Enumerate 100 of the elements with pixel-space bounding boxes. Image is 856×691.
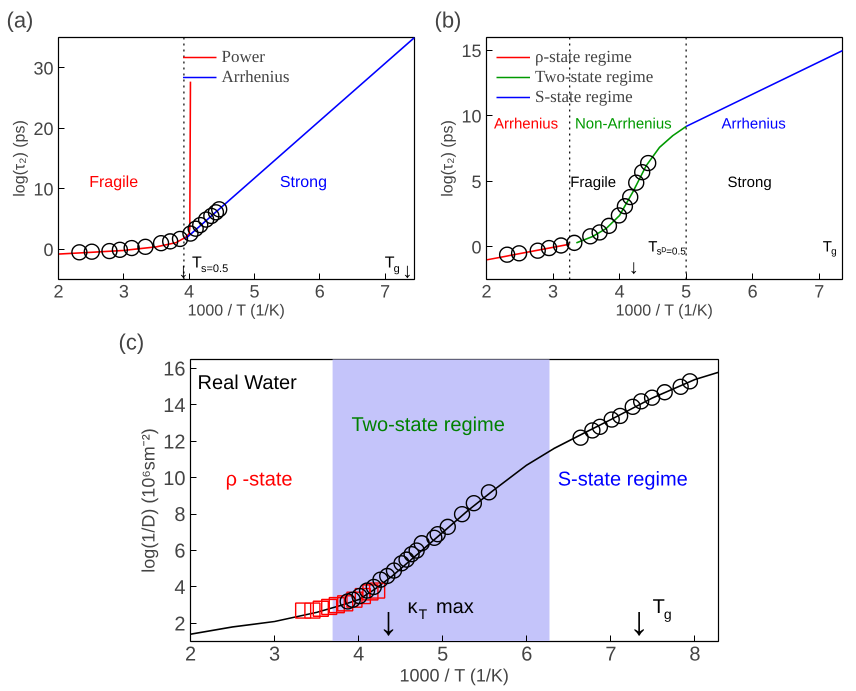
point: [203, 208, 220, 224]
annotation: Arrhenius: [494, 115, 558, 132]
x-tick-label: 4: [353, 644, 364, 666]
legend-label: Power: [222, 47, 265, 67]
point: [198, 211, 214, 228]
point: [210, 201, 228, 218]
annotation: Fragile: [570, 174, 616, 192]
point: [187, 220, 204, 237]
y-tick-label: 16: [163, 358, 186, 381]
x-tick-label: 3: [118, 282, 129, 302]
point: [112, 242, 128, 258]
point: [480, 484, 498, 500]
chart-title: (c): [118, 330, 144, 354]
point: [498, 246, 516, 263]
y-tick-label: 5: [471, 172, 482, 192]
point: [640, 154, 656, 172]
x-tick-label: 8: [689, 644, 701, 666]
y-tick-label: 8: [174, 504, 186, 526]
point: [591, 224, 608, 241]
x-tick-label: 6: [314, 282, 325, 302]
x-tick-label: 6: [748, 282, 758, 302]
point: [682, 373, 698, 390]
annotation: ↓: [378, 599, 399, 644]
point: [162, 233, 178, 250]
point: [84, 243, 100, 260]
point: [182, 225, 199, 242]
point: [101, 242, 118, 260]
point: [612, 408, 628, 424]
x-tick-label: 6: [521, 644, 532, 666]
y-tick-label: 10: [33, 179, 54, 200]
annotation: Strong: [727, 174, 772, 192]
point: [321, 598, 338, 616]
x-tick-label: 4: [614, 282, 625, 302]
point: [312, 600, 330, 617]
point: [152, 235, 170, 252]
x-tick-label: 7: [814, 282, 824, 302]
y-tick-label: 0: [471, 237, 482, 258]
legend-label: Two-state regime: [535, 67, 654, 87]
chart-title: (a): [6, 8, 34, 32]
y-axis-title: log(τ₂) (ps): [11, 120, 28, 197]
annotation: ρ -state: [226, 468, 293, 491]
point: [566, 234, 583, 252]
chart-title: (b): [434, 8, 462, 32]
point: [672, 378, 689, 395]
point: [656, 384, 673, 400]
point: [379, 568, 396, 584]
annotation: ↓: [629, 599, 650, 644]
point: [408, 542, 425, 559]
x-axis-title: 1000 / T (1/K): [616, 302, 713, 320]
y-axis-title: log(τ₂) (ps): [439, 120, 456, 197]
point: [398, 551, 415, 568]
y-tick-label: 14: [163, 394, 186, 417]
point: [426, 530, 443, 546]
point: [386, 562, 402, 579]
point: [372, 571, 389, 588]
x-tick-label: 3: [548, 282, 558, 302]
point: [552, 237, 570, 254]
y-tick-label: 15: [461, 41, 482, 62]
point: [429, 526, 446, 542]
legend-label: S-state regime: [535, 87, 633, 107]
legend-label: ρ-state regime: [535, 47, 632, 67]
point: [644, 390, 660, 406]
x-axis-title: 1000 / T (1/K): [399, 666, 509, 686]
legend-label: Arrhenius: [222, 67, 290, 87]
point: [137, 238, 154, 256]
point: [362, 584, 379, 601]
annotation: Non-Arrhenius: [574, 115, 672, 132]
point: [393, 555, 410, 572]
x-axis-title: 1000 / T (1/K): [188, 302, 285, 320]
point: [71, 244, 88, 260]
x-tick-label: 7: [380, 282, 390, 302]
point: [600, 218, 618, 234]
point: [414, 535, 430, 552]
point: [368, 582, 386, 599]
y-tick-label: 10: [163, 468, 186, 490]
annotation: Strong: [280, 174, 327, 192]
y-axis-title: log(1/D) (10⁶sm⁻²): [138, 428, 158, 573]
point: [192, 216, 208, 234]
point: [351, 588, 368, 604]
point: [440, 518, 456, 536]
y-tick-label: 6: [174, 540, 186, 563]
point: [208, 204, 224, 221]
point: [466, 495, 482, 512]
point: [572, 430, 589, 446]
point: [582, 228, 599, 245]
point: [328, 596, 345, 614]
point: [584, 422, 601, 439]
point: [592, 418, 608, 435]
annotation: Real Water: [198, 372, 298, 394]
point: [604, 411, 620, 428]
point: [454, 506, 470, 522]
point: [622, 188, 638, 206]
x-tick-label: 5: [437, 644, 448, 666]
y-tick-label: 2: [174, 613, 186, 636]
point: [530, 242, 546, 259]
point: [304, 602, 321, 619]
point: [354, 588, 372, 604]
point: [366, 578, 382, 596]
point: [634, 164, 650, 180]
line-series: [58, 80, 192, 255]
